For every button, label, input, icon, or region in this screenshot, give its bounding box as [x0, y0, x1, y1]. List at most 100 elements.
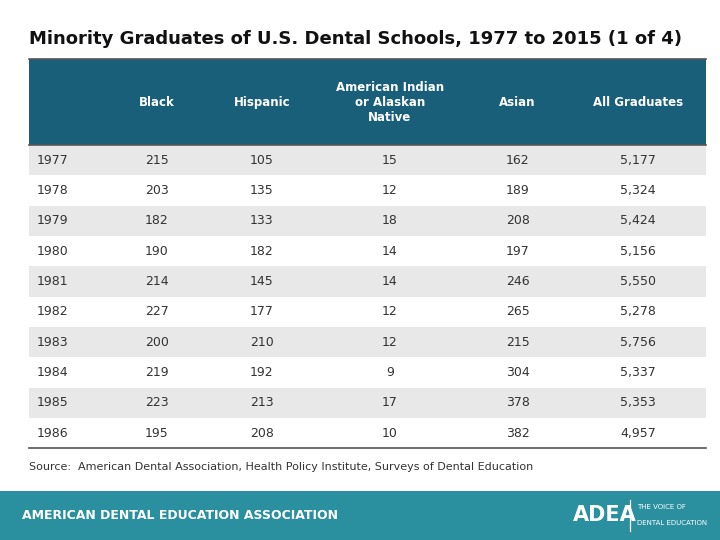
Bar — [570, 418, 706, 448]
Text: 213: 213 — [250, 396, 274, 409]
Bar — [315, 59, 465, 145]
Text: 182: 182 — [250, 245, 274, 258]
Bar — [104, 266, 210, 296]
Bar — [465, 206, 570, 236]
Bar — [104, 327, 210, 357]
Text: 12: 12 — [382, 335, 397, 348]
Bar — [29, 145, 104, 176]
Bar — [210, 59, 315, 145]
Bar — [315, 176, 465, 206]
Text: 208: 208 — [250, 427, 274, 440]
Bar — [29, 327, 104, 357]
Text: All Graduates: All Graduates — [593, 96, 683, 109]
Bar — [570, 206, 706, 236]
Bar — [29, 176, 104, 206]
Text: Hispanic: Hispanic — [233, 96, 290, 109]
Bar — [29, 59, 104, 145]
Text: 215: 215 — [505, 335, 529, 348]
Bar — [29, 296, 104, 327]
Text: 1980: 1980 — [37, 245, 68, 258]
Bar — [29, 357, 104, 388]
Text: 197: 197 — [505, 245, 529, 258]
Bar — [104, 418, 210, 448]
Text: 378: 378 — [505, 396, 529, 409]
Text: 382: 382 — [505, 427, 529, 440]
Bar — [465, 176, 570, 206]
Bar — [104, 59, 210, 145]
Text: 192: 192 — [250, 366, 274, 379]
Text: 208: 208 — [505, 214, 529, 227]
Bar — [210, 145, 315, 176]
Bar — [104, 388, 210, 418]
Text: 135: 135 — [250, 184, 274, 197]
Text: 227: 227 — [145, 305, 168, 318]
Bar — [315, 388, 465, 418]
Bar — [570, 236, 706, 266]
Text: 5,337: 5,337 — [620, 366, 656, 379]
Text: 9: 9 — [386, 366, 394, 379]
Text: 1982: 1982 — [37, 305, 68, 318]
Text: 214: 214 — [145, 275, 168, 288]
Text: 223: 223 — [145, 396, 168, 409]
Bar — [315, 236, 465, 266]
Bar — [465, 327, 570, 357]
Bar — [570, 388, 706, 418]
Bar — [465, 388, 570, 418]
Text: 219: 219 — [145, 366, 168, 379]
Text: 5,156: 5,156 — [620, 245, 656, 258]
Bar — [29, 266, 104, 296]
Bar — [315, 296, 465, 327]
Text: 1984: 1984 — [37, 366, 68, 379]
Text: 4,957: 4,957 — [620, 427, 656, 440]
Text: 5,353: 5,353 — [620, 396, 656, 409]
Text: 265: 265 — [505, 305, 529, 318]
Bar — [570, 266, 706, 296]
Bar — [29, 418, 104, 448]
Text: 189: 189 — [505, 184, 529, 197]
Text: 177: 177 — [250, 305, 274, 318]
Bar — [315, 266, 465, 296]
Text: Minority Graduates of U.S. Dental Schools, 1977 to 2015 (1 of 4): Minority Graduates of U.S. Dental School… — [29, 30, 682, 48]
Bar — [210, 206, 315, 236]
Bar — [570, 327, 706, 357]
Text: American Indian
or Alaskan
Native: American Indian or Alaskan Native — [336, 80, 444, 124]
Bar — [465, 236, 570, 266]
Text: 14: 14 — [382, 245, 397, 258]
Bar — [210, 266, 315, 296]
Bar — [465, 418, 570, 448]
Text: 12: 12 — [382, 184, 397, 197]
Bar — [315, 145, 465, 176]
Text: 190: 190 — [145, 245, 168, 258]
Text: 18: 18 — [382, 214, 397, 227]
Text: 304: 304 — [505, 366, 529, 379]
Text: 1979: 1979 — [37, 214, 68, 227]
Text: 15: 15 — [382, 153, 397, 167]
Bar — [104, 145, 210, 176]
Text: 1981: 1981 — [37, 275, 68, 288]
Bar — [210, 388, 315, 418]
Text: 5,324: 5,324 — [620, 184, 656, 197]
Text: 17: 17 — [382, 396, 397, 409]
Text: 162: 162 — [505, 153, 529, 167]
Text: 133: 133 — [250, 214, 274, 227]
Bar — [570, 357, 706, 388]
Text: 5,424: 5,424 — [620, 214, 656, 227]
Text: 10: 10 — [382, 427, 397, 440]
Bar — [104, 176, 210, 206]
Text: 145: 145 — [250, 275, 274, 288]
Bar — [465, 266, 570, 296]
Text: 1978: 1978 — [37, 184, 68, 197]
Bar — [210, 296, 315, 327]
Text: Asian: Asian — [500, 96, 536, 109]
Text: 5,756: 5,756 — [620, 335, 656, 348]
Bar — [465, 357, 570, 388]
Text: 1985: 1985 — [37, 396, 68, 409]
Bar — [29, 206, 104, 236]
Bar — [315, 418, 465, 448]
Bar — [104, 296, 210, 327]
Bar — [315, 206, 465, 236]
Bar — [210, 236, 315, 266]
Text: 105: 105 — [250, 153, 274, 167]
Text: 195: 195 — [145, 427, 168, 440]
Bar — [570, 145, 706, 176]
